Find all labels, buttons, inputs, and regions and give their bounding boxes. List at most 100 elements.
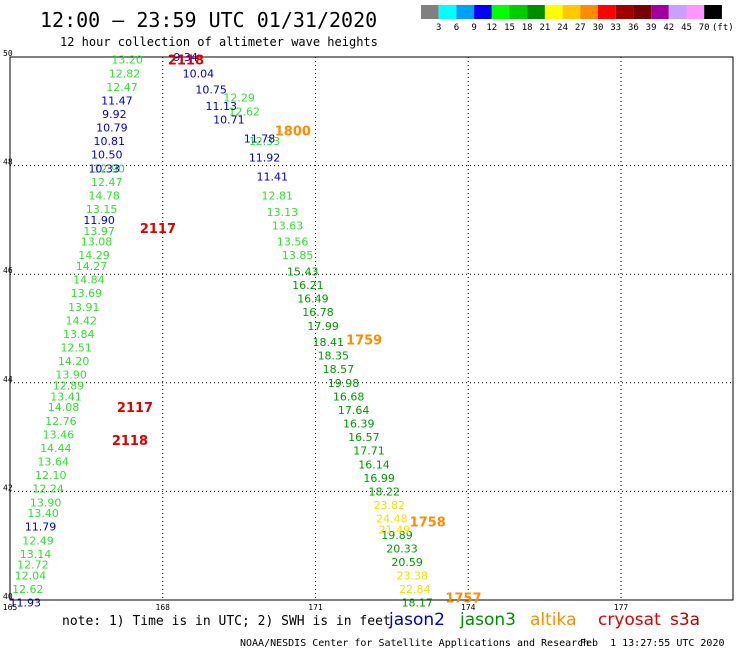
wave-height-label: 12.62 xyxy=(228,105,260,118)
colorbar-label: 33 xyxy=(610,23,621,33)
wave-height-label: 10.71 xyxy=(213,113,245,126)
colorbar-label: 6 xyxy=(454,23,459,33)
colorbar-label: 45 xyxy=(681,23,692,33)
wave-height-label: 14.42 xyxy=(66,314,98,327)
wave-height-label: 16.14 xyxy=(358,458,390,471)
colorbar-swatch xyxy=(704,5,722,19)
wave-height-label: 16.21 xyxy=(292,279,324,292)
wave-height-label: 14.78 xyxy=(88,189,120,202)
y-tick-label: 40 xyxy=(3,592,13,601)
wave-height-label: 14.27 xyxy=(76,260,108,273)
wave-height-label: 23.38 xyxy=(396,570,428,583)
wave-height-label: 12.72 xyxy=(17,559,49,572)
colorbar-label: 70 xyxy=(699,23,710,33)
wave-height-label: 10.79 xyxy=(96,122,128,135)
colorbar-label: 27 xyxy=(575,23,586,33)
legend-item-jason2: jason2 xyxy=(388,610,445,630)
wave-height-label: 10.81 xyxy=(94,135,126,148)
wave-height-label: 17.64 xyxy=(338,404,370,417)
colorbar: 3 6 9 12 15 18 21 24 27 30 33 36 39 42 45 70 xyxy=(421,5,722,33)
wave-height-label: 14.20 xyxy=(58,355,90,368)
wave-height-label: 13.85 xyxy=(282,249,314,262)
colorbar-unit: (ft) xyxy=(712,23,734,33)
legend-item-cryosat: cryosat xyxy=(598,610,661,630)
wave-height-label: 13.56 xyxy=(277,236,309,249)
wave-height-label: 11.47 xyxy=(101,94,133,107)
satellite-legend: jason2 jason3 altika cryosat s3a xyxy=(388,610,700,630)
wave-height-label: 14.84 xyxy=(73,274,105,287)
x-tick-label: 165 xyxy=(3,603,18,612)
wave-height-label: 12.81 xyxy=(262,189,294,202)
wave-height-label: 10.04 xyxy=(183,67,215,80)
colorbar-label: 42 xyxy=(663,23,674,33)
y-tick-label: 48 xyxy=(3,158,13,167)
wave-height-label: 12.82 xyxy=(109,67,141,80)
wave-height-label: 18.57 xyxy=(323,363,355,376)
pass-time-label: 1757 xyxy=(445,591,481,606)
colorbar-swatch xyxy=(651,5,669,19)
wave-height-label: 13.63 xyxy=(272,219,304,232)
wave-height-label: 13.15 xyxy=(86,203,118,216)
wave-height-label: 12.24 xyxy=(32,483,64,496)
plot-frame xyxy=(9,56,734,601)
colorbar-swatch xyxy=(686,5,705,19)
wave-height-label: 14.44 xyxy=(40,442,72,455)
y-tick-label: 46 xyxy=(3,266,13,275)
colorbar-swatch xyxy=(509,5,528,19)
wave-height-label: 13.14 xyxy=(20,548,52,561)
wave-height-label: 12.29 xyxy=(223,92,255,105)
wave-height-label: 24.48 xyxy=(376,513,408,526)
wave-height-label: 13.91 xyxy=(68,301,100,314)
x-tick-label: 174 xyxy=(461,603,476,612)
generated-timestamp: Feb 1 13:27:55 UTC 2020 xyxy=(580,638,725,649)
legend-note: note: 1) Time is in UTC; 2) SWH is in fe… xyxy=(62,614,391,629)
colorbar-label: 36 xyxy=(628,23,639,33)
colorbar-swatch xyxy=(438,5,457,19)
colorbar-swatch xyxy=(562,5,581,19)
y-tick-label: 50 xyxy=(3,49,13,58)
colorbar-swatch xyxy=(491,5,510,19)
colorbar-label: 3 xyxy=(436,23,441,33)
colorbar-label: 39 xyxy=(646,23,657,33)
wave-height-label: 13.40 xyxy=(27,507,59,520)
wave-height-label: 17.99 xyxy=(307,320,339,333)
wave-height-label: 16.78 xyxy=(302,306,334,319)
colorbar-swatch xyxy=(615,5,634,19)
wave-height-label: 13.13 xyxy=(267,206,299,219)
x-tick-label: 177 xyxy=(614,603,629,612)
wave-height-label: 10.75 xyxy=(195,84,227,97)
x-tick-label: 171 xyxy=(308,603,323,612)
legend-item-jason3: jason3 xyxy=(459,610,516,630)
wave-height-label: 18.17 xyxy=(402,597,434,610)
wave-height-label: 11.78 xyxy=(244,132,276,145)
legend-item-s3a: s3a xyxy=(670,610,700,630)
colorbar-label: 15 xyxy=(504,23,515,33)
pass-time-label: 1800 xyxy=(275,124,311,139)
wave-height-label: 19.89 xyxy=(381,529,413,542)
wave-height-label: 9.34 xyxy=(173,51,198,64)
wave-height-label: 16.57 xyxy=(348,431,380,444)
y-tick-label: 42 xyxy=(3,483,13,492)
wave-height-label: 19.98 xyxy=(328,377,360,390)
wave-height-label: 11.93 xyxy=(10,597,42,610)
pass-time-label: 1758 xyxy=(410,515,446,530)
wave-height-label: 20.59 xyxy=(391,556,423,569)
pass-time-label: 2118 xyxy=(112,434,148,449)
wave-height-label: 11.92 xyxy=(249,151,281,164)
colorbar-label: 24 xyxy=(557,23,568,33)
colorbar-swatch xyxy=(580,5,598,19)
wave-height-label: 13.64 xyxy=(38,456,70,469)
wave-height-label: 12.62 xyxy=(12,583,44,596)
x-tick-label: 168 xyxy=(156,603,171,612)
wave-height-label: 13.84 xyxy=(63,328,95,341)
wave-height-label: 12.89 xyxy=(53,380,85,393)
colorbar-swatch xyxy=(527,5,545,19)
wave-height-label: 12.47 xyxy=(91,176,123,189)
wave-height-label: 9.92 xyxy=(102,108,127,121)
grid-lines xyxy=(10,57,733,600)
wave-height-label: 13.20 xyxy=(111,54,143,67)
pass-time-label: 2117 xyxy=(140,222,176,237)
wave-height-label: 11.41 xyxy=(256,170,288,183)
data-labels: 13.2012.8212.4712.9012.4714.7813.1513.97… xyxy=(10,51,434,610)
wave-height-label: 13.46 xyxy=(43,428,75,441)
